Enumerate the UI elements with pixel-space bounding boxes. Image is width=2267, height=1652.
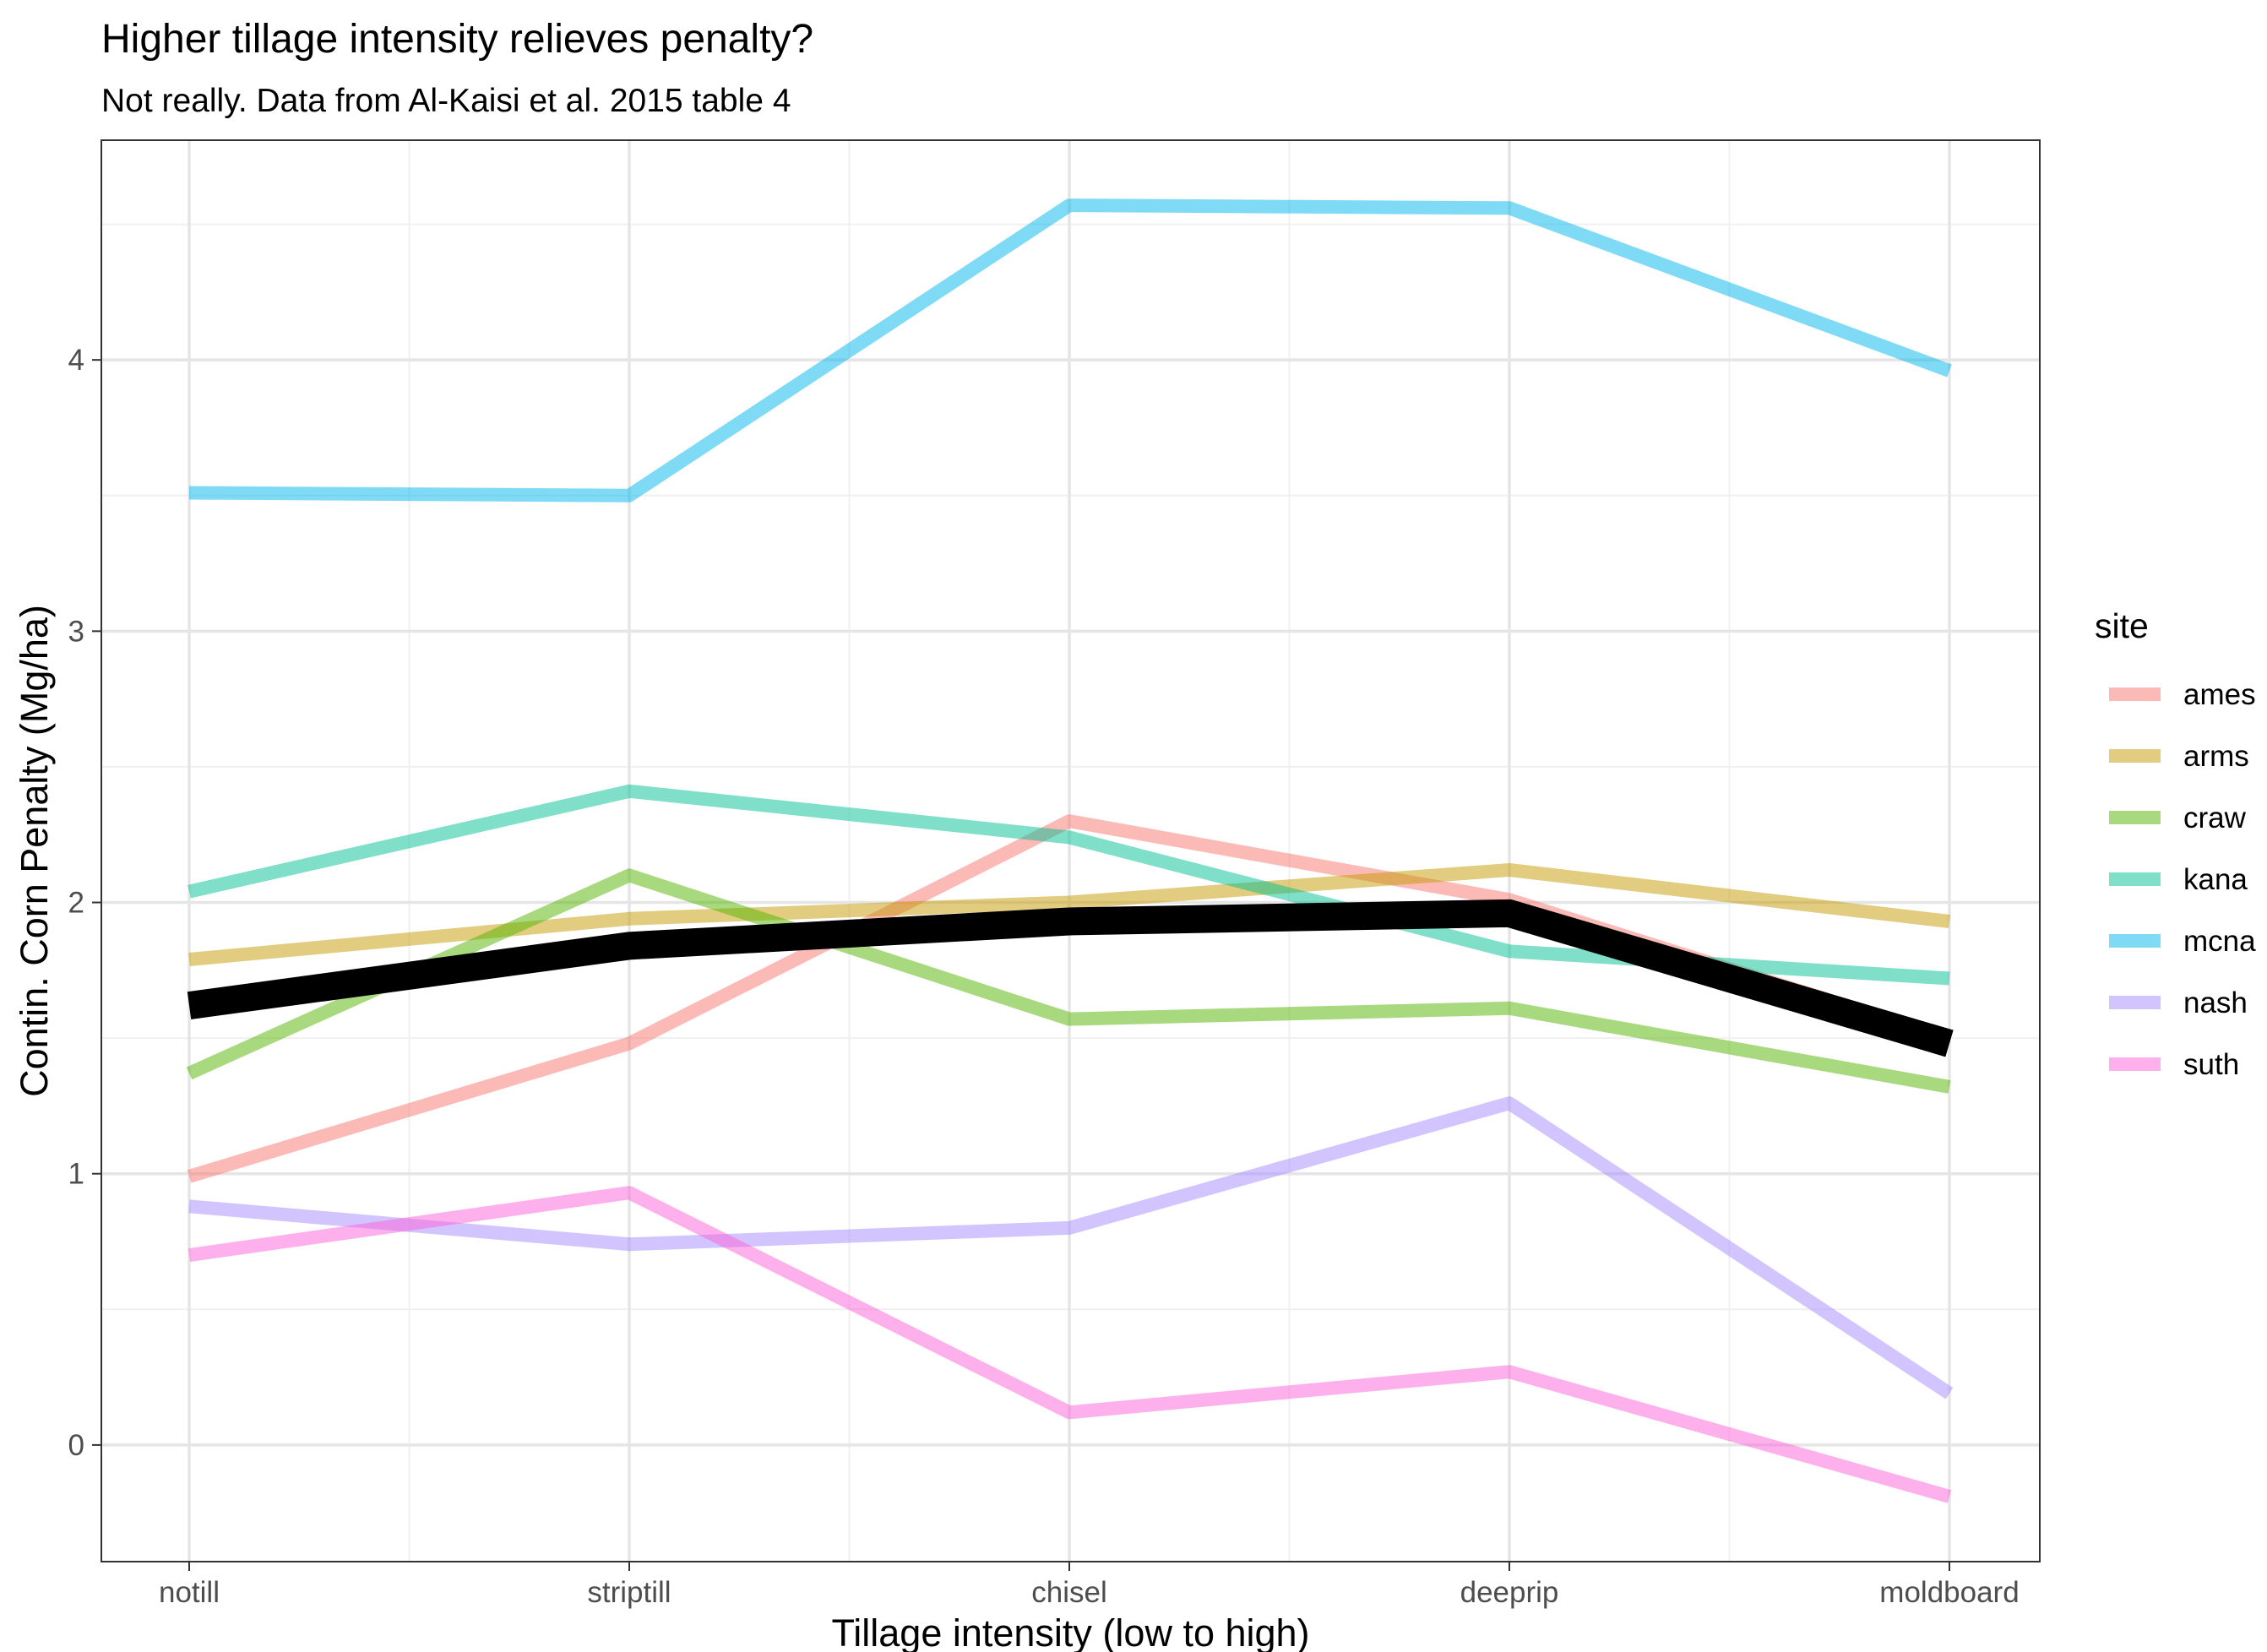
- y-tick-label: 4: [68, 344, 84, 377]
- mean-line: [187, 899, 1954, 1057]
- legend: site ames arms craw kana mcna nash suth: [2095, 606, 2256, 1081]
- y-tick-label: 3: [68, 615, 84, 648]
- legend-label-suth: suth: [2183, 1048, 2239, 1081]
- y-tick-label: 1: [68, 1158, 84, 1191]
- y-axis-title: Contin. Corn Penalty (Mg/ha): [13, 605, 56, 1097]
- x-tick-label-deeprip: deeprip: [1460, 1576, 1559, 1609]
- chart-title: Higher tillage intensity relieves penalt…: [101, 17, 813, 62]
- y-axis: 0 1 2 3 4: [68, 344, 101, 1462]
- legend-label-mcna: mcna: [2183, 925, 2256, 958]
- legend-label-arms: arms: [2183, 740, 2249, 773]
- x-axis-title: Tillage intensity (low to high): [831, 1611, 1309, 1652]
- series-line-suth: [188, 1186, 1952, 1503]
- x-tick-label-moldboard: moldboard: [1879, 1576, 2019, 1609]
- series-line-mcna: [188, 198, 1952, 503]
- plot-panel-border: [101, 139, 2041, 1562]
- y-tick-label: 0: [68, 1429, 84, 1462]
- x-axis: notill striptill chisel deeprip moldboard: [159, 1562, 2020, 1609]
- x-tick-label-striptill: striptill: [587, 1576, 671, 1609]
- legend-label-craw: craw: [2183, 802, 2247, 834]
- legend-title: site: [2095, 606, 2149, 645]
- legend-label-nash: nash: [2183, 986, 2248, 1019]
- series-line-craw: [186, 868, 1951, 1094]
- y-tick-label: 2: [68, 887, 84, 920]
- legend-label-ames: ames: [2183, 678, 2256, 711]
- x-tick-label-notill: notill: [159, 1576, 220, 1609]
- grid: [101, 140, 2040, 1562]
- series-line-arms: [188, 863, 1950, 966]
- series-lines: [186, 198, 1954, 1503]
- series-line-nash: [188, 1096, 1954, 1399]
- chart-subtitle: Not really. Data from Al-Kaisi et al. 20…: [101, 83, 791, 119]
- legend-label-kana: kana: [2183, 863, 2248, 896]
- x-tick-label-chisel: chisel: [1031, 1576, 1106, 1609]
